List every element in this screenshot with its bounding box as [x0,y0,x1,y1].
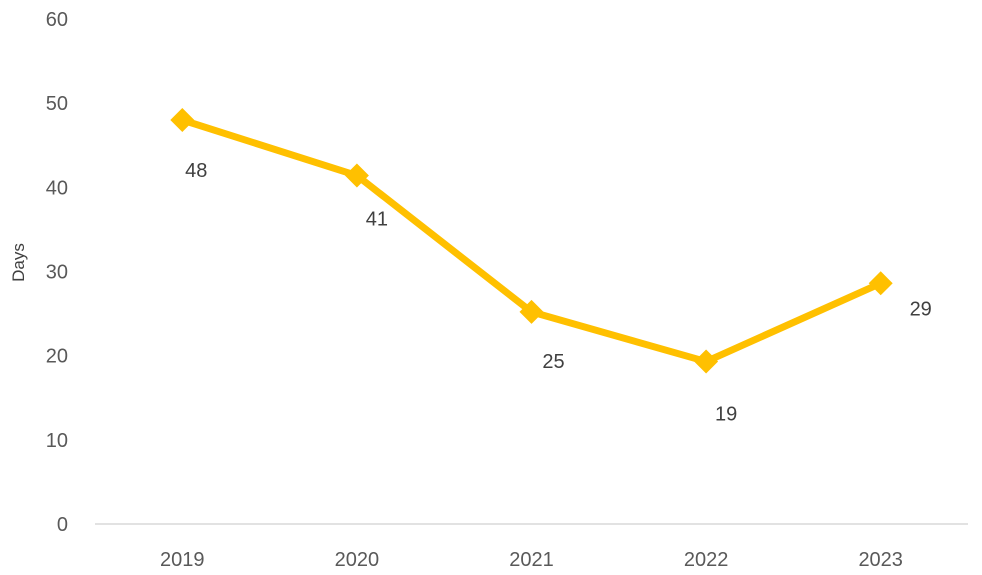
series-line [178,116,885,366]
data-point-marker [868,271,893,296]
y-axis-title: Days [9,243,28,282]
x-tick-label: 2023 [858,549,903,571]
data-labels: 48 41 25 19 29 [185,160,932,426]
y-tick-label: 10 [46,430,68,452]
data-point-marker [344,163,369,188]
data-point-marker [170,108,195,132]
data-label: 48 [185,160,207,182]
x-axis: 2019 2020 2021 2022 2023 [160,549,903,571]
y-tick-label: 30 [46,262,68,284]
x-tick-label: 2019 [160,549,205,571]
y-tick-label: 20 [46,346,68,368]
data-point-marker [519,299,544,324]
data-point-marker [694,349,719,374]
data-label: 19 [715,404,737,426]
x-tick-label: 2021 [509,549,554,571]
data-label: 29 [910,298,932,320]
y-tick-label: 40 [46,177,68,199]
data-label: 41 [366,209,388,231]
series-layer [170,108,893,374]
data-label: 25 [542,351,564,373]
y-tick-label: 0 [57,514,68,536]
y-axis: 0 10 20 30 40 50 60 [46,9,68,536]
y-tick-label: 60 [46,9,68,31]
x-tick-label: 2020 [335,549,380,571]
x-tick-label: 2022 [684,549,729,571]
y-tick-label: 50 [46,93,68,115]
